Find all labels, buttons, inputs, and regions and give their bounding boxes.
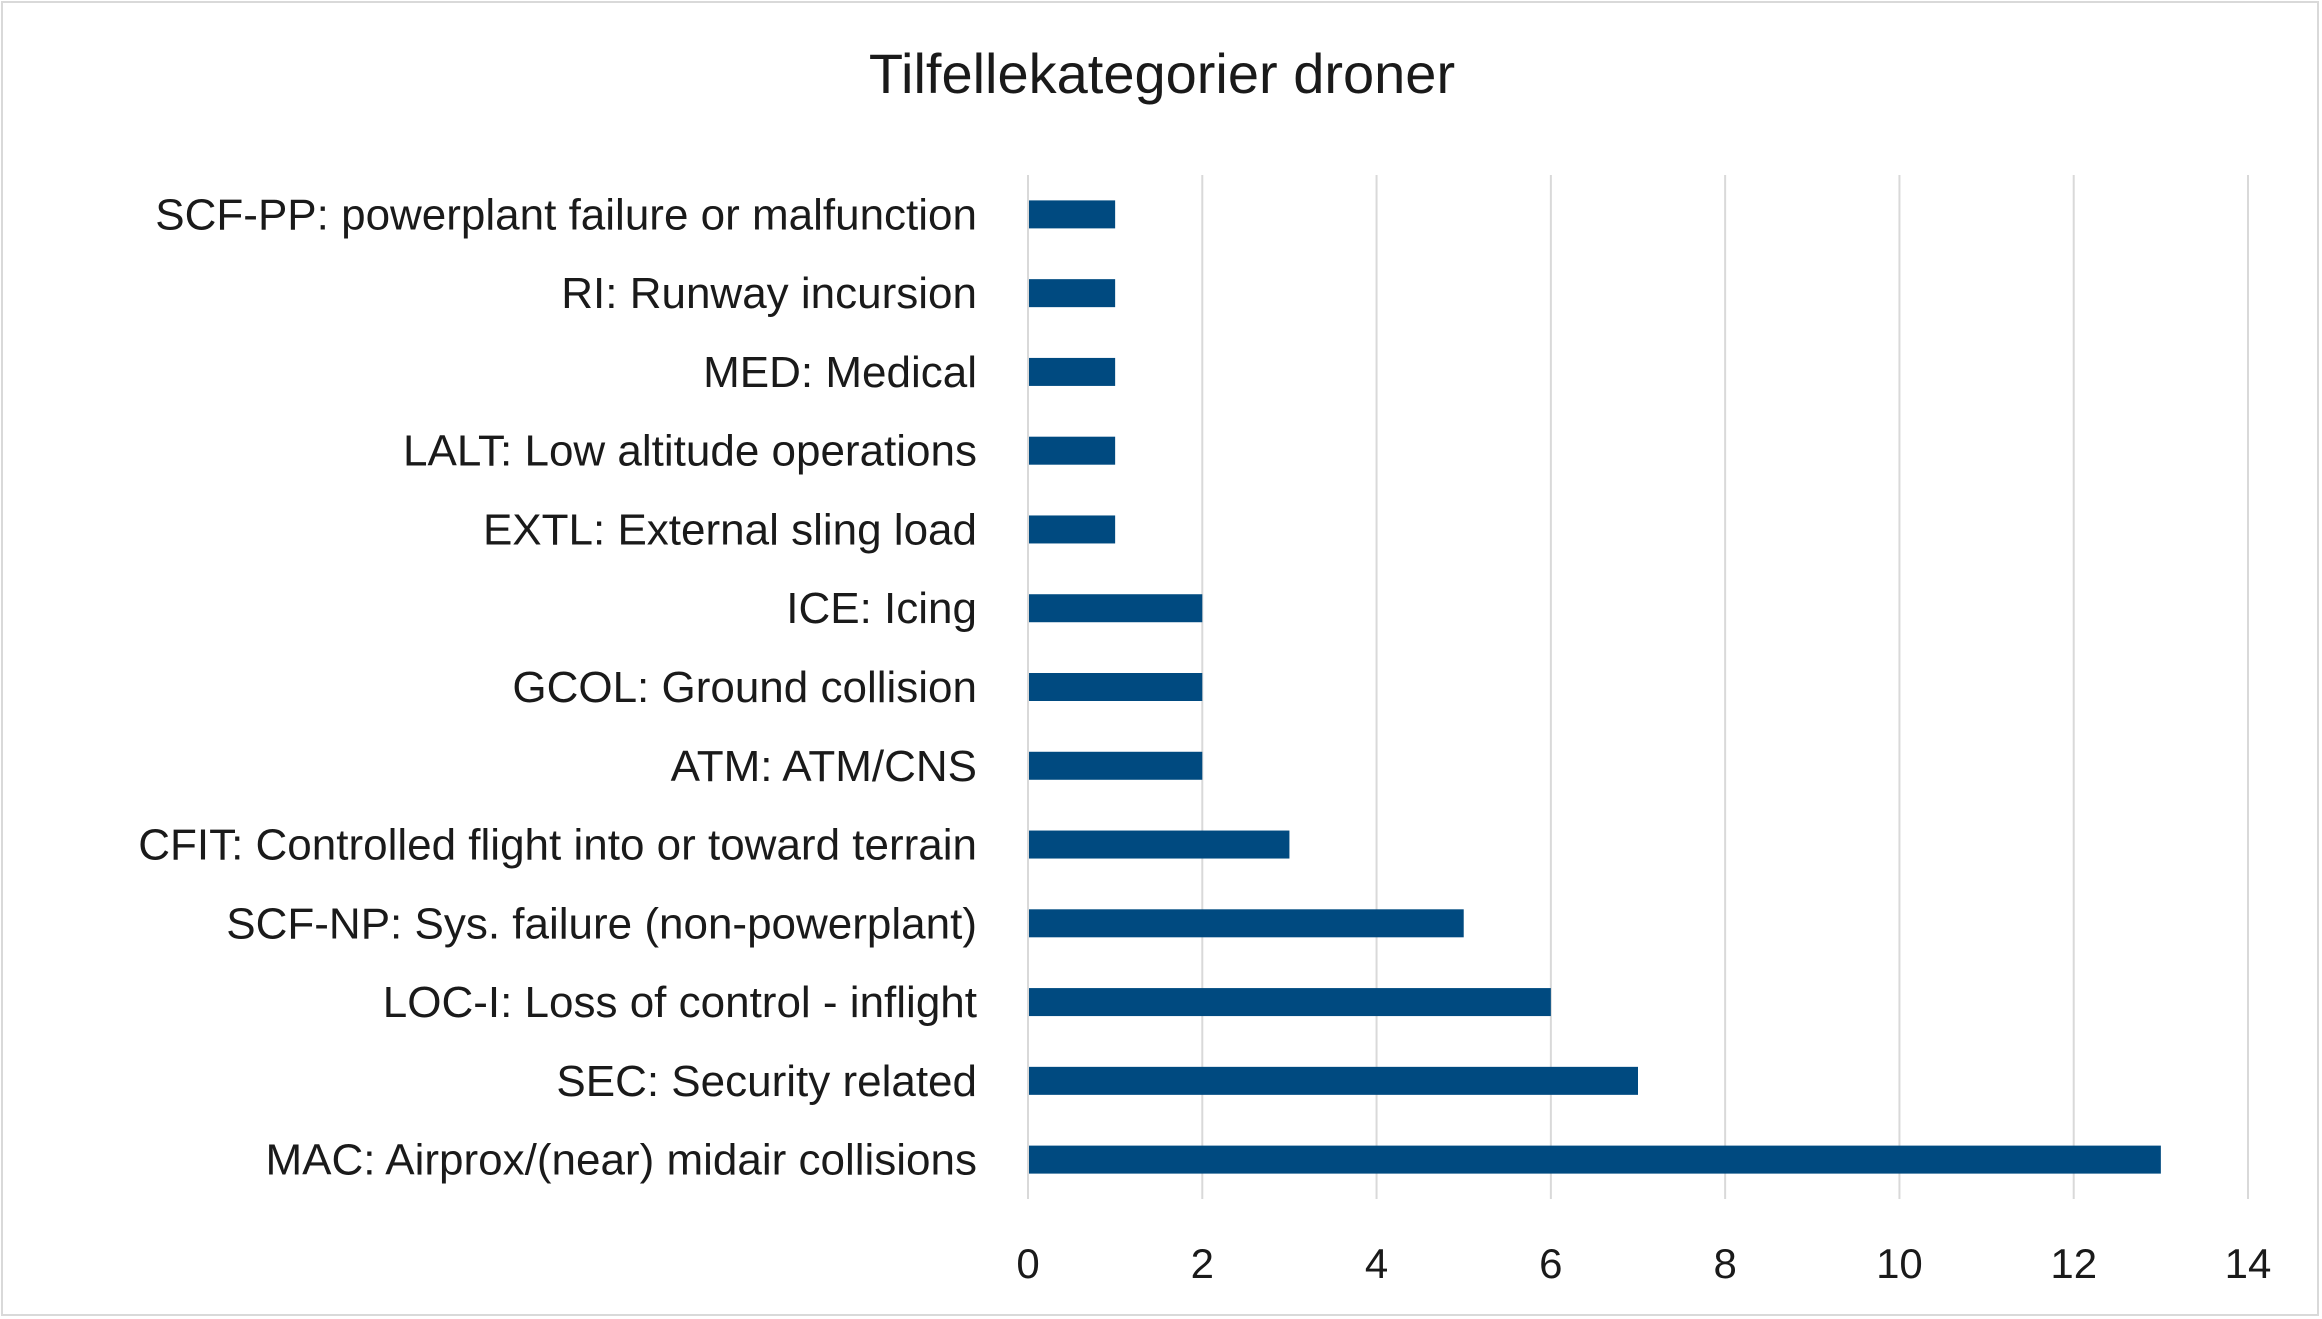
bar [1029,1066,1638,1095]
category-label: EXTL: External sling load [483,505,977,554]
chart-plot: MAC: Airprox/(near) midair collisions SEC… [138,175,2271,1287]
category-labels: MAC: Airprox/(near) midair collisions SEC… [138,190,977,1184]
category-label: RI: Runway incursion [561,269,977,318]
bar [1029,357,1116,386]
bar [1029,200,1116,229]
category-label: ICE: Icing [786,584,977,633]
category-label: LALT: Low altitude operations [403,427,977,476]
bar [1029,673,1203,701]
x-tick-label: 4 [1365,1240,1388,1287]
category-label: SCF-PP: powerplant failure or malfunctio… [155,190,977,239]
bar [1029,436,1116,465]
bars [1029,200,2161,1174]
x-tick-label: 8 [1713,1240,1736,1287]
x-tick-label: 10 [1876,1240,1923,1287]
gridlines [1201,175,2249,1199]
bar [1029,594,1203,623]
category-label: ATM: ATM/CNS [671,742,977,791]
tick-labels: 0 2 4 6 8 10 12 14 [1016,1240,2271,1287]
x-tick-label: 14 [2225,1240,2272,1287]
x-tick-label: 0 [1016,1240,1039,1287]
bar [1029,751,1203,780]
category-label: GCOL: Ground collision [512,663,977,712]
bar [1029,909,1464,938]
bar [1029,988,1551,1017]
x-tick-label: 6 [1539,1240,1562,1287]
category-label: CFIT: Controlled flight into or toward t… [138,821,977,870]
x-tick-label: 12 [2050,1240,2097,1287]
chart-title: Tilfellekategorier droner [868,42,1456,105]
bar [1029,830,1290,859]
bar [1029,279,1116,308]
category-label: MED: Medical [703,348,977,397]
category-label: SEC: Security related [556,1057,977,1106]
category-label: MAC: Airprox/(near) midair collisions [265,1136,977,1185]
bar [1029,1145,2161,1174]
category-label: SCF-NP: Sys. failure (non-powerplant) [226,899,977,948]
x-tick-label: 2 [1191,1240,1214,1287]
bar [1029,515,1116,544]
category-label: LOC-I: Loss of control - inflight [383,978,977,1027]
